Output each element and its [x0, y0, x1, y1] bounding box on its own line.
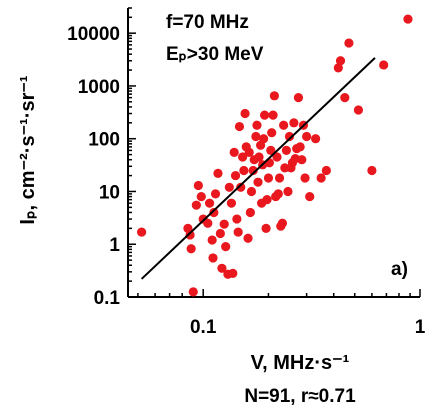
data-point [221, 242, 231, 252]
data-point [264, 158, 274, 168]
y-tick-label: 0.1 [94, 288, 121, 309]
data-point [213, 168, 223, 179]
data-point [229, 147, 239, 158]
data-point [226, 198, 237, 208]
data-point [293, 93, 304, 103]
data-point [240, 108, 250, 119]
data-point [262, 195, 272, 205]
data-point [297, 155, 307, 165]
data-point [251, 131, 261, 142]
data-point [269, 91, 279, 101]
data-point [289, 118, 299, 128]
data-point [186, 244, 196, 254]
y-tick-label: 100 [88, 130, 120, 151]
data-point [252, 120, 262, 130]
data-point [234, 121, 245, 132]
axes: 0.1 1 10 100 1000 10000 0.1 1 [67, 7, 426, 338]
y-tick-label: 10000 [67, 24, 120, 45]
data-point [217, 263, 227, 273]
y-tick-label: 10 [99, 182, 120, 203]
data-point [210, 189, 221, 199]
y-axis-label: Iₚ, cm⁻²·s⁻¹·sr⁻¹ [17, 75, 39, 224]
data-point [233, 227, 243, 237]
y-tick-label: 1000 [78, 77, 120, 98]
data-point [379, 60, 389, 70]
data-point [295, 142, 305, 152]
data-point [279, 120, 289, 130]
data-point [259, 134, 269, 144]
data-point [274, 173, 285, 183]
x-axis-label: V, MHz·s⁻¹ [251, 352, 350, 374]
data-point [284, 131, 295, 142]
data-point [208, 253, 218, 263]
data-point [305, 191, 315, 202]
data-point [254, 152, 264, 162]
data-point [191, 200, 201, 210]
data-point [215, 228, 225, 239]
data-point [300, 173, 310, 183]
data-point [263, 173, 274, 183]
data-point [273, 189, 283, 199]
data-point [232, 214, 242, 224]
data-point [261, 223, 271, 233]
data-point [137, 227, 147, 237]
data-point [344, 38, 354, 48]
data-point [403, 14, 413, 24]
data-points [137, 14, 413, 297]
data-point [311, 134, 321, 144]
data-point [367, 165, 377, 176]
data-point [267, 128, 277, 138]
data-point [335, 56, 346, 66]
data-point [219, 219, 229, 229]
data-point [302, 131, 312, 142]
data-point [236, 182, 246, 192]
data-point [224, 182, 234, 192]
data-point [248, 165, 258, 176]
regression-line [140, 57, 376, 280]
stats-annotation: N=91, r≈0.71 [244, 386, 356, 407]
data-point [266, 145, 276, 156]
data-point [321, 165, 331, 176]
data-point [193, 180, 203, 191]
data-point [272, 152, 282, 162]
data-point [228, 268, 238, 279]
data-point [238, 152, 248, 162]
y-tick-label: 1 [109, 235, 120, 256]
data-point [196, 191, 206, 202]
data-point [188, 287, 198, 297]
data-point [185, 230, 195, 240]
data-point [246, 186, 257, 197]
data-point [230, 170, 241, 181]
data-point [203, 218, 213, 228]
data-point [281, 145, 292, 156]
panel-label: a) [391, 259, 408, 280]
data-point [253, 177, 263, 187]
data-point [244, 147, 254, 158]
x-tick-label: 1 [415, 317, 426, 338]
data-point [340, 93, 350, 103]
data-point [316, 173, 326, 183]
data-point [243, 233, 253, 243]
energy-annotation: Eₚ>30 MeV [166, 44, 264, 65]
data-point [245, 207, 255, 218]
data-point [268, 110, 278, 120]
x-tick-label: 0.1 [190, 317, 217, 338]
data-point [204, 198, 215, 208]
data-point [283, 186, 293, 197]
data-point [207, 235, 217, 245]
data-point [209, 207, 219, 218]
data-point [333, 63, 343, 73]
data-point [277, 218, 288, 228]
data-point [239, 165, 249, 176]
data-point [353, 105, 364, 115]
data-point [260, 110, 270, 120]
frequency-annotation: f=70 MHz [166, 12, 249, 33]
